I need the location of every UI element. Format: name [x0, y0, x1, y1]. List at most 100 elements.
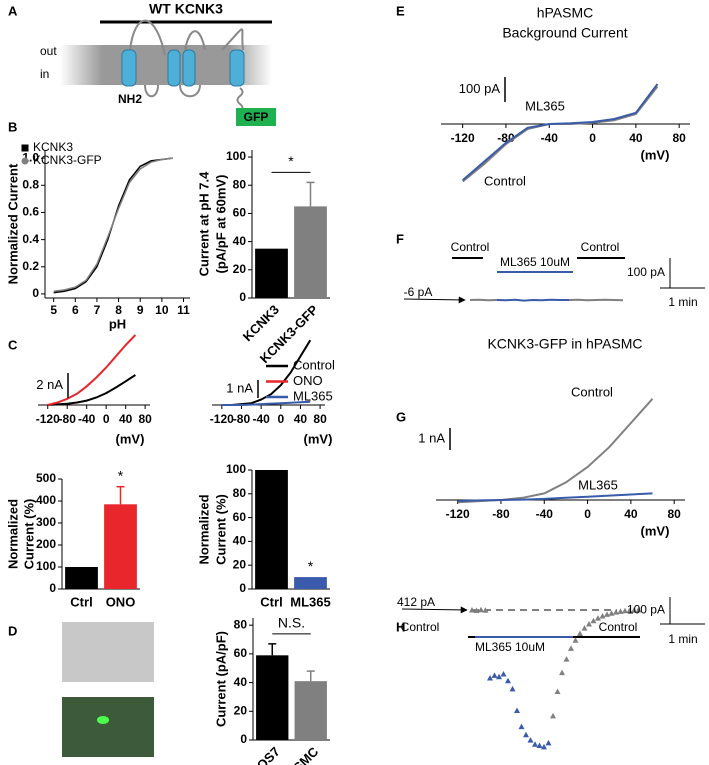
- x-tick-label: 6: [72, 303, 79, 317]
- panel-label: F: [396, 231, 404, 246]
- panel-label: H: [396, 619, 405, 634]
- x-tick-label: 8: [115, 303, 122, 317]
- data-point: [635, 607, 642, 613]
- data-point: [586, 621, 592, 627]
- y-tick-label: 0.4: [22, 232, 39, 246]
- x-tick-label: 9: [137, 303, 144, 317]
- helix: [229, 49, 245, 87]
- data-point: [487, 675, 493, 681]
- data-point: [469, 607, 475, 613]
- x-tick-label: -40: [78, 412, 96, 426]
- y-tick-label: 40: [234, 675, 248, 689]
- y-axis-label: (pA/pF at 60mV): [213, 175, 228, 274]
- trace-label: Control: [571, 384, 613, 399]
- data-point: [523, 731, 529, 738]
- trace-label: Control: [484, 173, 526, 188]
- data-point: [599, 612, 606, 619]
- x-tick-label: COS7: [247, 744, 283, 765]
- x-tick-label: -120: [210, 412, 234, 426]
- y-tick-label: 0: [32, 286, 39, 300]
- period-label: Control: [599, 620, 638, 634]
- data-point: [613, 609, 619, 615]
- significance-label: *: [308, 558, 314, 574]
- data-point: [536, 742, 543, 749]
- helix: [167, 49, 181, 87]
- n-terminus-label: NH2: [118, 92, 142, 106]
- gfp-label: GFP: [244, 110, 269, 124]
- x-tick-label: 0: [277, 412, 284, 426]
- trace-line: [47, 374, 136, 406]
- y-tick-label: 80: [234, 617, 248, 631]
- y-tick-label: 60: [233, 206, 247, 220]
- x-tick-label: -40: [252, 412, 270, 426]
- y-tick-label: 100: [226, 149, 246, 163]
- y-axis-label: Current at pH 7.4: [196, 171, 211, 277]
- legend-label: Control: [293, 357, 335, 372]
- scale-bar-label: 100 pA: [459, 81, 501, 96]
- scale-bar-y-label: 100 pA: [627, 603, 665, 617]
- x-axis-label: (mV): [116, 431, 145, 446]
- y-tick-label: 500: [36, 471, 56, 485]
- trace-line: [53, 157, 173, 294]
- data-point: [478, 606, 484, 613]
- x-tick-label: 80: [138, 412, 152, 426]
- panel-label: D: [8, 623, 17, 638]
- bar: [256, 655, 289, 740]
- baseline-arrow: [403, 296, 466, 304]
- bar: [255, 248, 288, 298]
- y-axis-label: Current (pA/pF): [213, 631, 228, 727]
- x-tick-label: 10: [155, 303, 169, 317]
- data-point: [572, 637, 579, 643]
- x-axis-label: pH: [109, 316, 126, 331]
- data-point: [545, 739, 552, 746]
- scale-bar-x-label: 1 min: [668, 295, 697, 309]
- x-tick-label: 0: [584, 507, 591, 521]
- x-tick-label: 40: [624, 507, 638, 521]
- y-axis-label: Normalized Current: [5, 163, 20, 284]
- panel-label: G: [396, 409, 406, 424]
- x-axis-label: (mV): [641, 523, 670, 538]
- scale-bar-label: 1 nA: [226, 380, 253, 395]
- y-axis-label: Current (%): [21, 499, 36, 570]
- data-point: [473, 607, 480, 614]
- data-point: [496, 673, 502, 680]
- trace-label: ML365: [525, 98, 565, 113]
- gfp-cell: [97, 716, 109, 724]
- data-point: [541, 743, 547, 750]
- legend-label: ONO: [293, 373, 323, 388]
- gfp-box: [236, 108, 276, 126]
- data-point: [563, 656, 570, 662]
- panel-label: E: [396, 3, 405, 18]
- period-label: ML365 10uM: [500, 255, 570, 269]
- x-tick-label: -40: [536, 507, 554, 521]
- y-tick-label: 200: [36, 537, 56, 551]
- data-point: [550, 712, 556, 719]
- data-point: [527, 737, 534, 743]
- x-tick-label: 0: [103, 412, 110, 426]
- y-tick-label: 100: [226, 462, 246, 476]
- x-tick-label: 11: [177, 303, 190, 317]
- bar: [255, 470, 288, 589]
- data-point: [491, 672, 498, 678]
- y-tick-label: 0.8: [22, 177, 39, 191]
- data-point: [577, 630, 583, 636]
- trace-line: [496, 298, 569, 302]
- legend-label: KCNK3-GFP: [33, 153, 102, 167]
- legend-marker: [21, 144, 29, 152]
- y-tick-label: 400: [36, 493, 56, 507]
- panel-label: A: [8, 3, 18, 18]
- x-tick-label: Ctrl: [260, 594, 282, 609]
- data-point: [554, 688, 561, 695]
- trace-line: [457, 492, 653, 503]
- bar: [65, 567, 98, 589]
- y-tick-label: 60: [233, 510, 247, 524]
- bar: [294, 577, 327, 589]
- y-tick-label: 40: [233, 234, 247, 248]
- data-point: [590, 617, 597, 624]
- x-tick-label: -120: [446, 507, 470, 521]
- significance-label: N.S.: [278, 615, 305, 631]
- data-point: [617, 608, 624, 614]
- trace-line: [221, 400, 311, 406]
